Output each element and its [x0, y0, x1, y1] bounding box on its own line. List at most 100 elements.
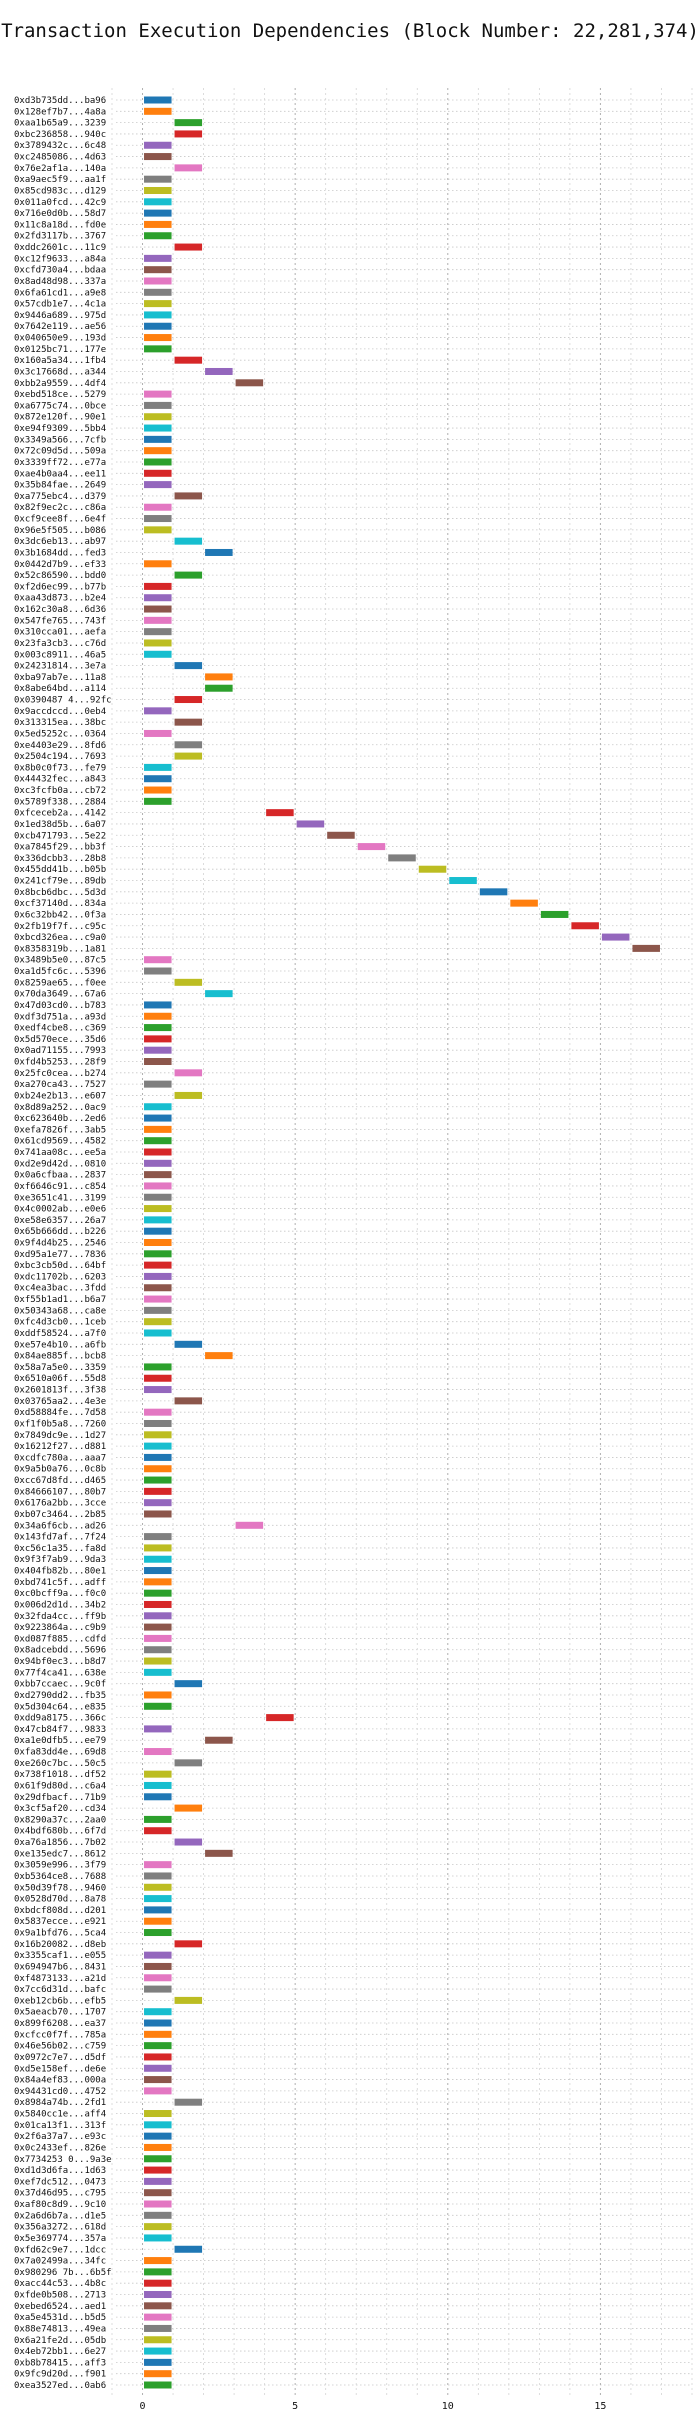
y-tick-label: 0xbc236858...940c [14, 130, 106, 140]
transaction-bar [144, 2234, 172, 2242]
y-tick-label: 0x85cd983c...d129 [14, 186, 106, 196]
transaction-bar [418, 865, 447, 873]
y-tick-label: 0xaa1b65a9...3239 [14, 119, 106, 129]
transaction-bar [144, 1600, 172, 1608]
transaction-bar [205, 684, 233, 692]
y-tick-label: 0xdf3d751a...a93d [14, 1012, 106, 1022]
y-tick-label: 0xcdfc780a...aaa7 [14, 1453, 106, 1463]
transaction-bar [174, 662, 203, 670]
y-tick-label: 0x547fe765...743f [14, 616, 106, 626]
transaction-bar [174, 978, 203, 986]
transaction-bar [144, 1193, 172, 1201]
transaction-bar [144, 1567, 172, 1575]
y-tick-label: 0xcf37140d...834a [14, 899, 106, 909]
transaction-bar [144, 254, 172, 262]
y-tick-label: 0xcb471793...5e22 [14, 831, 106, 841]
y-tick-label: 0x3355caf1...e055 [14, 1951, 106, 1961]
y-tick-label: 0x70da3649...67a6 [14, 990, 106, 1000]
y-tick-label: 0x3789432c...6c48 [14, 141, 106, 151]
y-tick-label: 0x77f4ca41...638e [14, 1668, 106, 1678]
y-tick-label: 0x8d89a252...0ac9 [14, 1103, 106, 1113]
transaction-bar [144, 2336, 172, 2344]
y-tick-label: 0x4c0002ab...e0e6 [14, 1205, 106, 1215]
y-tick-label: 0x8259ae65...f0ee [14, 978, 106, 988]
y-tick-label: 0x6176a2bb...3cce [14, 1499, 106, 1509]
y-tick-label: 0x58a7a5e0...3359 [14, 1363, 106, 1373]
transaction-bar [144, 1929, 172, 1937]
transaction-bar [449, 877, 477, 885]
y-tick-label: 0x011a0fcd...42c9 [14, 198, 106, 208]
y-tick-label: 0x23fa3cb3...c76d [14, 639, 106, 649]
y-tick-label: 0xfd4b5253...28f9 [14, 1058, 106, 1068]
transaction-bar [144, 288, 172, 296]
y-tick-label: 0x11c8a18d...fd0e [14, 220, 106, 230]
transaction-bar [144, 1578, 172, 1586]
y-tick-label: 0xc4ea3bac...3fdd [14, 1284, 106, 1294]
y-tick-label: 0xcc67d8fd...d465 [14, 1476, 106, 1486]
y-tick-label: 0x4bdf680b...6f7d [14, 1827, 106, 1837]
transaction-bar [144, 2008, 172, 2016]
transaction-bar [144, 186, 172, 194]
y-tick-label: 0x82f9ec2c...c86a [14, 503, 106, 513]
transaction-bar [510, 899, 538, 907]
transaction-bar [144, 424, 172, 432]
transaction-bar [144, 1058, 172, 1066]
y-tick-label: 0x455dd41b...b05b [14, 865, 106, 875]
transaction-bar [144, 1612, 172, 1620]
transaction-bar [235, 1521, 264, 1529]
transaction-bar [144, 1917, 172, 1925]
transaction-bar [144, 96, 172, 104]
y-tick-label: 0x738f1018...df52 [14, 1770, 106, 1780]
y-tick-label: 0xacc44c53...4b8c [14, 2279, 106, 2289]
transaction-bar [144, 2030, 172, 2038]
y-tick-label: 0x741aa08c...ee5a [14, 1148, 106, 1158]
y-tick-label: 0x96e5f505...b086 [14, 526, 106, 536]
transaction-bar [144, 2324, 172, 2332]
y-tick-label: 0xd5e158ef...de6e [14, 2064, 106, 2074]
transaction-bar [144, 526, 172, 534]
x-tick-label: 15 [594, 2401, 606, 2412]
y-tick-label: 0x84a4ef83...000a [14, 2076, 106, 2086]
chart-title: Transaction Execution Dependencies (Bloc… [1, 20, 699, 42]
transaction-bar [144, 729, 172, 737]
y-tick-label: 0x37d46d95...c795 [14, 2189, 106, 2199]
transaction-bar [144, 786, 172, 794]
y-tick-label: 0x162c30a8...6d36 [14, 605, 106, 615]
y-tick-label: 0x34a6f6cb...ad26 [14, 1521, 106, 1531]
transaction-bar [144, 1125, 172, 1133]
transaction-bar [144, 2087, 172, 2095]
y-tick-label: 0x25fc0cea...b274 [14, 1069, 106, 1079]
y-tick-label: 0xb5364ce8...7688 [14, 1872, 106, 1882]
transaction-bar [144, 775, 172, 783]
transaction-bar [174, 119, 203, 127]
y-tick-label: 0x2601813f...3f38 [14, 1386, 106, 1396]
y-tick-label: 0xcfcc0f7f...785a [14, 2030, 106, 2040]
transaction-bar [174, 571, 203, 579]
transaction-bar [205, 673, 233, 681]
transaction-bar [174, 1091, 203, 1099]
transaction-bar [144, 2110, 172, 2118]
transaction-bar [144, 1159, 172, 1167]
y-tick-label: 0x313315ea...38bc [14, 718, 106, 728]
y-tick-label: 0x16b20082...d8eb [14, 1940, 106, 1950]
y-tick-label: 0x310cca01...aefa [14, 628, 106, 638]
y-tick-label: 0x7a02499a...34fc [14, 2257, 106, 2267]
y-tick-label: 0xa9aec5f9...aa1f [14, 175, 106, 185]
x-tick-label: 5 [292, 2401, 298, 2412]
transaction-bar [144, 1103, 172, 1111]
y-tick-label: 0x24231814...3e7a [14, 662, 106, 672]
transaction-bar [144, 2358, 172, 2366]
transaction-bar [144, 1533, 172, 1541]
y-tick-label: 0x3339ff72...e77a [14, 458, 106, 468]
transaction-bar [174, 741, 203, 749]
transaction-bar [144, 1239, 172, 1246]
transaction-bar [144, 650, 172, 658]
y-tick-label: 0x2fb19f7f...c95c [14, 922, 106, 932]
y-tick-label: 0x5e369774...357a [14, 2234, 106, 2244]
y-tick-label: 0x9a5b0a76...0c8b [14, 1465, 106, 1475]
y-tick-label: 0x160a5a34...1fb4 [14, 356, 106, 366]
transaction-bar [144, 1510, 172, 1518]
transaction-bar [144, 413, 172, 421]
y-tick-label: 0xf4873133...a21d [14, 1974, 106, 1984]
transaction-bar [174, 164, 203, 172]
